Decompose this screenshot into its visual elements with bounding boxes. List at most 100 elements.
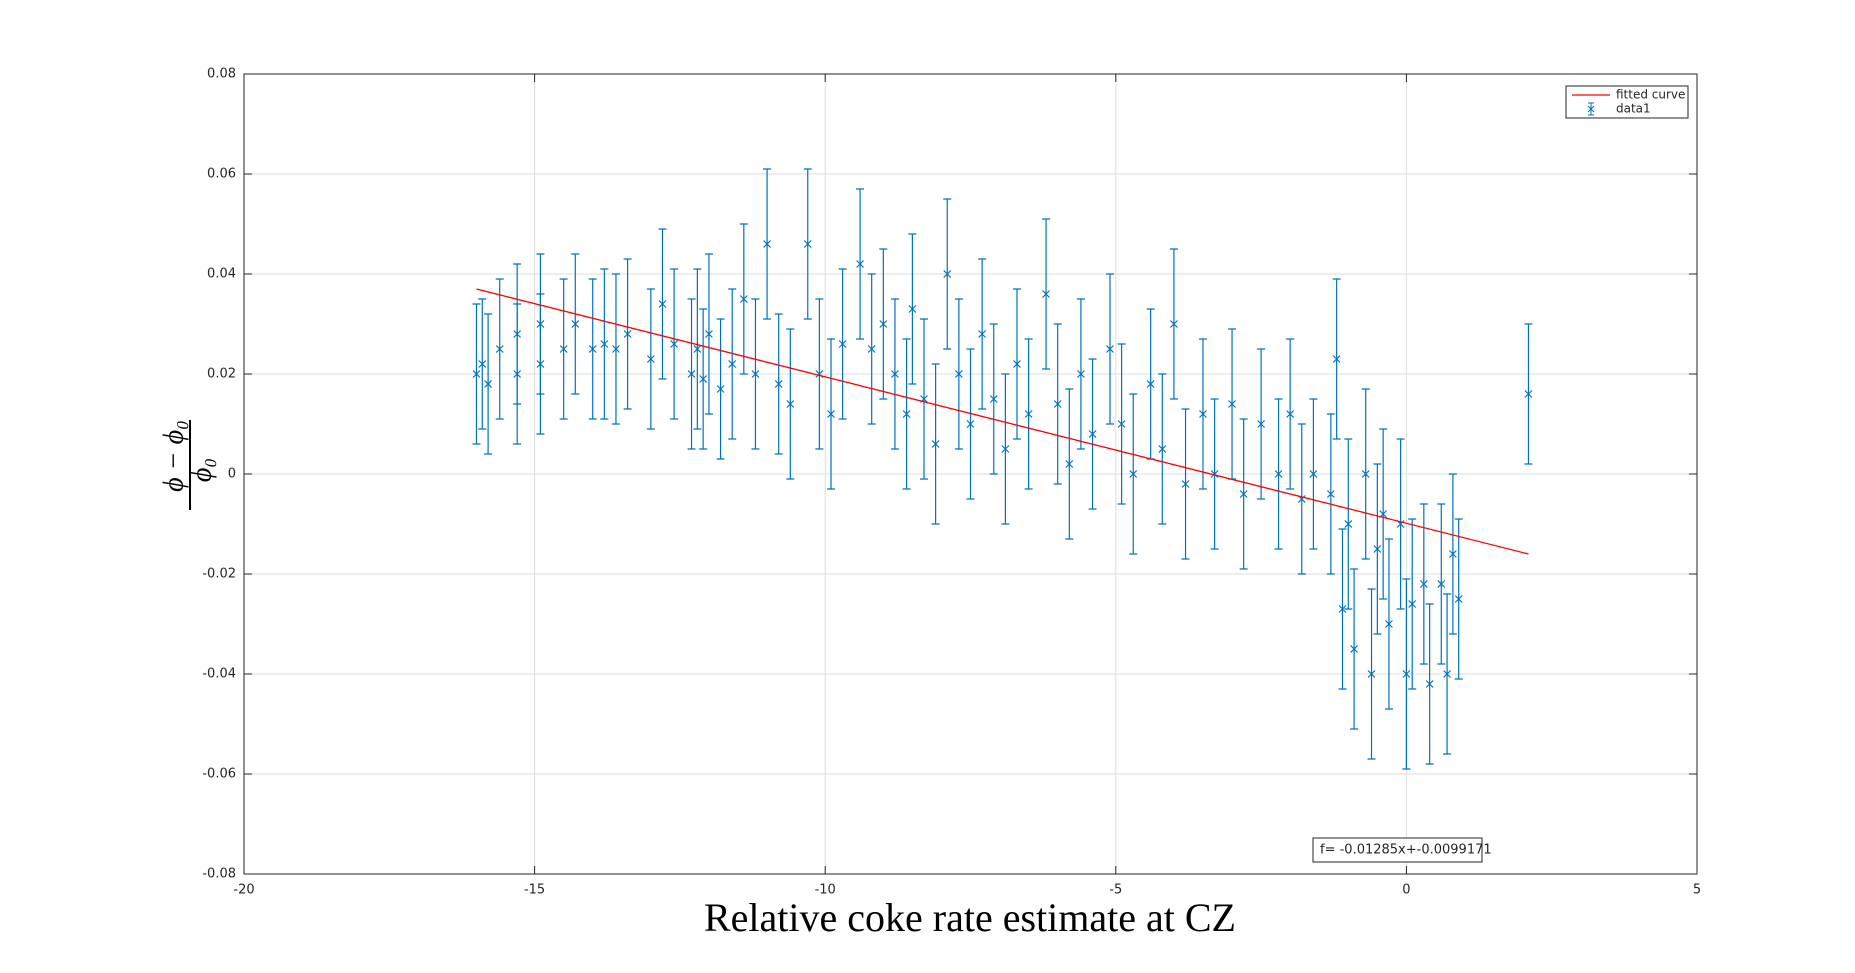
y-tick-label: -0.04 [202, 667, 236, 682]
data-point [1286, 410, 1295, 418]
data-point [966, 420, 975, 428]
data-point [478, 360, 487, 368]
data-point [1361, 470, 1370, 478]
annotation: f= -0.01285x+-0.0099171 [1320, 843, 1492, 858]
y-label-numerator: ϕ − ϕ₀ [158, 420, 189, 492]
data-point [536, 360, 545, 368]
data-point [623, 330, 632, 338]
data-point [1228, 400, 1236, 408]
data-point [1210, 470, 1219, 478]
data-point [908, 305, 917, 313]
data-point [1350, 645, 1359, 653]
data-point [1239, 490, 1248, 498]
data-point [774, 380, 783, 388]
data-point [1065, 460, 1074, 468]
legend-box [1565, 85, 1689, 119]
data-point [1419, 580, 1428, 588]
data-point [902, 410, 911, 418]
data-point [559, 345, 568, 353]
data-point [943, 270, 952, 278]
y-tick-label: 0.02 [207, 367, 236, 382]
data-point [1326, 490, 1335, 498]
data-point [1332, 355, 1341, 363]
x-tick-label: 0 [1402, 883, 1410, 898]
x-tick-label: -20 [233, 883, 254, 898]
data-point [1077, 370, 1085, 378]
data-point [1373, 545, 1382, 553]
x-tick-label: -10 [815, 883, 836, 898]
x-axis-label: Relative coke rate estimate at CZ [704, 895, 1236, 940]
data-point [739, 295, 748, 303]
data-point [763, 240, 772, 248]
data-point [838, 340, 847, 348]
data-point [484, 380, 493, 388]
data-point [989, 395, 998, 403]
fitted-line [476, 288, 1529, 555]
data-point [1454, 595, 1463, 603]
data-point [1524, 390, 1533, 398]
data-point [1408, 600, 1417, 608]
legend-errorbar [1587, 102, 1595, 116]
data-point [705, 330, 713, 338]
plot-area: -0.08 -0.06 -0.04 -0.02 0 0.02 0.04 0.06 0.08 -20… [202, 67, 1701, 898]
data-point [954, 370, 963, 378]
data-point [1024, 410, 1033, 418]
data-point [646, 355, 655, 363]
data-point [1385, 620, 1393, 628]
data-point [1402, 670, 1411, 678]
data-point [495, 345, 504, 353]
data-point [1344, 520, 1353, 528]
data-point [1181, 480, 1190, 488]
data-point [1274, 470, 1283, 478]
data-point [1129, 470, 1138, 478]
data-point [1443, 670, 1452, 678]
data-point [600, 340, 609, 348]
data-point [879, 320, 888, 328]
x-tick-label: -5 [1109, 883, 1122, 898]
data-point [612, 345, 620, 353]
data-point [1367, 670, 1376, 678]
data-point [931, 440, 940, 448]
data-point [827, 410, 835, 418]
data-point [1158, 445, 1167, 453]
y-tick-label: -0.06 [202, 767, 236, 782]
y-tick-label: 0.08 [207, 67, 236, 82]
y-tick-label: 0 [228, 467, 236, 482]
data-point [1257, 420, 1266, 428]
data-point [1448, 550, 1457, 558]
y-tick-label: 0.06 [207, 167, 236, 182]
data-point [1117, 420, 1126, 428]
x-tick-label: -15 [524, 883, 545, 898]
legend-label: fitted curve [1616, 88, 1685, 102]
y-tick-label: -0.02 [202, 567, 236, 582]
data-point [891, 370, 899, 378]
data-point [1338, 605, 1347, 613]
data-point [1437, 580, 1446, 588]
data-point [978, 330, 987, 338]
data-point [693, 345, 702, 353]
data-point [1013, 360, 1021, 368]
data-point [571, 320, 580, 328]
y-label-denominator: ϕ₀ [186, 458, 217, 482]
data-point [588, 345, 597, 353]
data-point [472, 370, 481, 378]
data-point [513, 370, 522, 378]
x-tick-label: 5 [1693, 883, 1701, 898]
data-point [699, 375, 708, 383]
data-point [1199, 410, 1207, 418]
data-point [1146, 380, 1155, 388]
data-point [658, 300, 667, 308]
data-point [867, 345, 876, 353]
data-point [1001, 445, 1010, 453]
legend-label: data1 [1616, 102, 1651, 116]
axes-frame [243, 73, 1698, 875]
y-tick-label: -0.08 [202, 867, 236, 882]
data-point [751, 370, 760, 378]
data-point [1088, 430, 1097, 438]
data-point [1042, 290, 1050, 298]
data-point [786, 400, 795, 408]
data-point [670, 340, 679, 348]
data-point [1053, 400, 1062, 408]
